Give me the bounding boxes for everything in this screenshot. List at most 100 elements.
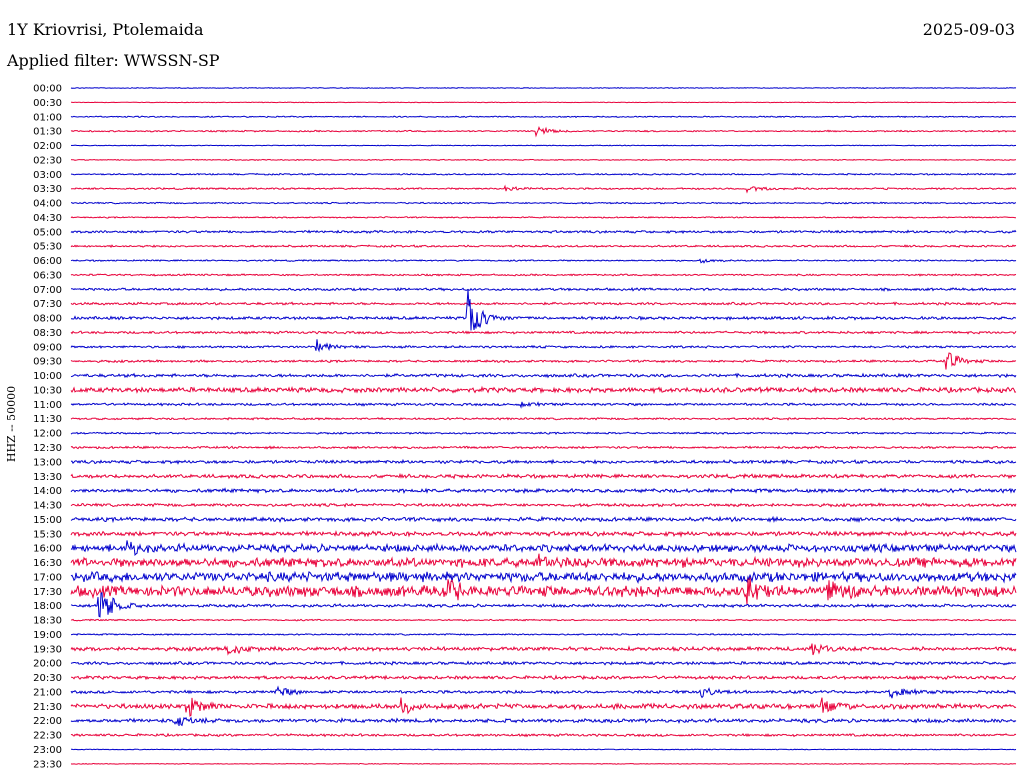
row-time-label: 09:30 xyxy=(33,357,62,368)
row-time-label: 12:30 xyxy=(33,443,62,454)
trace-row xyxy=(70,618,1017,622)
trace-row xyxy=(70,553,1017,569)
trace-row xyxy=(70,540,1017,556)
trace-row xyxy=(70,273,1017,277)
row-time-label: 18:00 xyxy=(33,601,62,612)
row-time-label: 04:00 xyxy=(33,199,62,210)
trace-row xyxy=(70,685,1017,699)
trace-row xyxy=(70,289,1017,331)
trace-row xyxy=(70,697,1017,717)
row-time-label: 19:30 xyxy=(33,644,62,655)
trace-row xyxy=(70,732,1017,738)
trace-row xyxy=(70,515,1017,524)
trace-row xyxy=(70,201,1017,205)
trace-row xyxy=(70,445,1017,450)
row-time-label: 10:00 xyxy=(33,371,62,382)
row-time-label: 16:30 xyxy=(33,558,62,569)
row-time-label: 02:30 xyxy=(33,155,62,166)
trace-row xyxy=(71,632,1017,636)
trace-row xyxy=(70,570,1017,584)
row-time-label: 07:30 xyxy=(33,299,62,310)
row-time-label: 15:00 xyxy=(33,515,62,526)
trace-row xyxy=(71,286,1017,292)
trace-row xyxy=(70,592,1017,618)
row-time-label: 23:30 xyxy=(33,759,62,770)
filter-label: Applied filter: WWSSN-SP xyxy=(7,51,220,70)
row-time-label: 14:00 xyxy=(33,486,62,497)
trace-row xyxy=(70,372,1017,379)
trace-row xyxy=(70,431,1017,435)
trace-row xyxy=(70,301,1017,306)
trace-row xyxy=(70,244,1017,249)
trace-row xyxy=(70,216,1016,219)
row-time-label: 22:30 xyxy=(33,731,62,742)
trace-row xyxy=(70,529,1017,538)
trace-row xyxy=(70,86,1017,89)
trace-row xyxy=(70,643,1017,656)
row-time-label: 20:00 xyxy=(33,659,62,670)
row-time-label: 00:30 xyxy=(33,98,62,109)
row-time-label: 22:00 xyxy=(33,716,62,727)
row-time-label: 14:30 xyxy=(33,501,62,512)
trace-row xyxy=(70,184,1017,194)
trace-row xyxy=(70,762,1017,765)
row-time-label: 17:00 xyxy=(33,572,62,583)
row-time-label: 04:30 xyxy=(33,213,62,224)
row-time-label: 09:00 xyxy=(33,342,62,353)
row-time-label: 06:00 xyxy=(33,256,62,267)
trace-row xyxy=(70,401,1017,409)
trace-row xyxy=(70,577,1017,605)
row-time-label: 08:00 xyxy=(33,314,62,325)
trace-row xyxy=(70,339,1017,353)
row-time-label: 16:00 xyxy=(33,544,62,555)
row-time-label: 05:30 xyxy=(33,242,62,253)
row-time-label: 11:00 xyxy=(33,400,62,411)
row-time-label: 23:00 xyxy=(33,745,62,756)
trace-row xyxy=(70,716,1017,727)
row-time-label: 11:30 xyxy=(33,414,62,425)
row-time-label: 18:30 xyxy=(33,616,62,627)
trace-row xyxy=(70,158,1017,162)
row-time-label: 10:30 xyxy=(33,385,62,396)
row-time-label: 21:00 xyxy=(33,687,62,698)
trace-row xyxy=(70,352,1017,370)
date-label: 2025-09-03 xyxy=(922,20,1015,39)
trace-row xyxy=(70,674,1016,681)
trace-row xyxy=(70,229,1017,235)
row-time-label: 00:00 xyxy=(33,84,62,95)
row-time-label: 08:30 xyxy=(33,328,62,339)
trace-row xyxy=(70,502,1017,508)
row-time-label: 21:30 xyxy=(33,702,62,713)
trace-row xyxy=(70,125,1016,138)
row-time-label: 13:30 xyxy=(33,472,62,483)
trace-row xyxy=(70,458,1017,465)
trace-row xyxy=(70,416,1017,421)
trace-row xyxy=(70,144,1017,147)
trace-row xyxy=(70,172,1017,176)
row-time-label: 20:30 xyxy=(33,673,62,684)
row-time-label: 19:00 xyxy=(33,630,62,641)
trace-row xyxy=(71,748,1017,751)
row-time-label: 03:30 xyxy=(33,184,62,195)
row-time-label: 01:30 xyxy=(33,127,62,138)
row-time-label: 01:00 xyxy=(33,112,62,123)
trace-row xyxy=(70,330,1017,335)
trace-row xyxy=(70,660,1017,666)
row-time-label: 12:00 xyxy=(33,429,62,440)
row-time-label: 05:00 xyxy=(33,227,62,238)
trace-row xyxy=(70,487,1017,495)
row-time-label: 03:00 xyxy=(33,170,62,181)
row-time-label: 17:30 xyxy=(33,587,62,598)
y-axis-label: HHZ -- 50000 xyxy=(5,386,18,462)
row-time-label: 07:00 xyxy=(33,285,62,296)
station-title: 1Y Kriovrisi, Ptolemaida xyxy=(7,20,204,39)
trace-row xyxy=(70,385,1017,395)
row-time-label: 02:00 xyxy=(33,141,62,152)
trace-row xyxy=(70,472,1017,480)
trace-row xyxy=(70,115,1016,119)
trace-row xyxy=(71,101,1017,104)
trace-row xyxy=(70,258,1017,264)
row-time-label: 15:30 xyxy=(33,529,62,540)
row-time-label: 13:00 xyxy=(33,457,62,468)
